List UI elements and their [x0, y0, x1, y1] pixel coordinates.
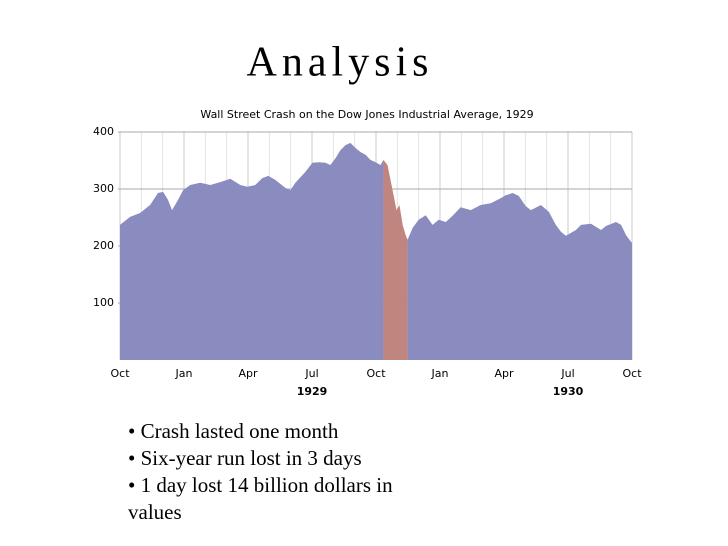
x-tick-label: Apr — [238, 367, 258, 380]
bullet: Six-year run lost in 3 days — [128, 445, 438, 472]
y-tick-label: 200 — [93, 239, 114, 252]
bullet: Crash lasted one month — [128, 418, 438, 445]
x-tick-label: Jan — [431, 367, 449, 380]
x-tick-label: Apr — [494, 367, 514, 380]
bullet: 1 day lost 14 billion dollars in values — [128, 472, 438, 526]
area — [383, 159, 408, 360]
x-tick-label: Oct — [110, 367, 130, 380]
x-tick-label: Jul — [560, 367, 574, 380]
year-label: 1929 — [297, 385, 328, 398]
area — [120, 142, 632, 360]
y-tick-label: 100 — [93, 296, 114, 309]
bullet-list: Crash lasted one monthSix-year run lost … — [128, 418, 438, 526]
x-tick-label: Oct — [622, 367, 642, 380]
x-tick-label: Jul — [304, 367, 318, 380]
slide-title: Analysis — [247, 40, 434, 86]
x-tick-label: Jan — [175, 367, 193, 380]
chart-title: Wall Street Crash on the Dow Jones Indus… — [200, 108, 533, 121]
year-label: 1930 — [553, 385, 584, 398]
y-tick-label: 300 — [93, 182, 114, 195]
x-tick-label: Oct — [366, 367, 386, 380]
y-tick-label: 400 — [93, 125, 114, 138]
